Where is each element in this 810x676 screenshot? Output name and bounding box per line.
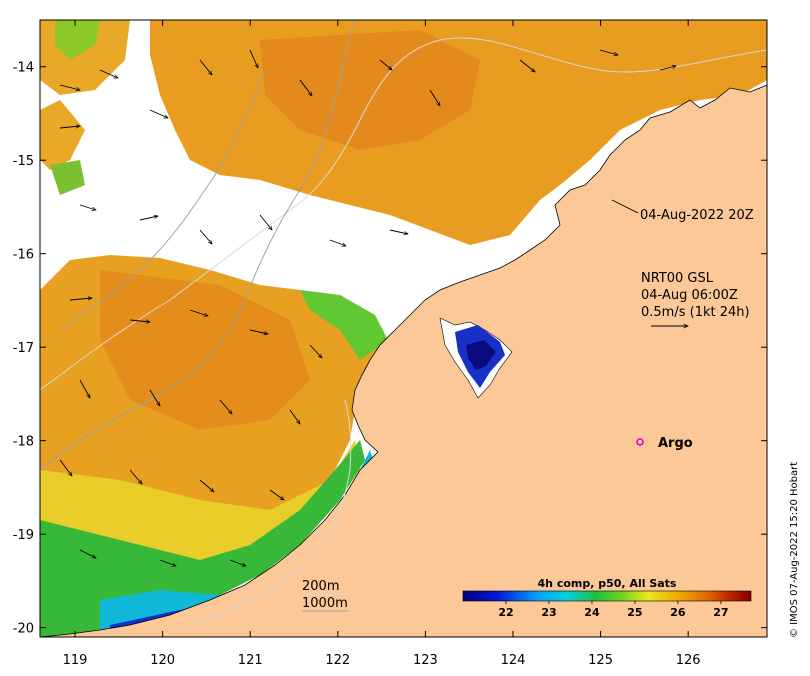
colorbar: 4h comp, p50, All Sats 22 23 24 25 26 27 — [456, 574, 758, 624]
current-arrow — [379, 59, 392, 70]
current-arrow — [219, 399, 232, 414]
sst-patch-north-warm — [260, 30, 480, 150]
arrow-scale-label: 0.5m/s (1kt 24h) — [641, 305, 750, 320]
lat-tick-label: -16 — [13, 248, 34, 263]
current-arrow — [159, 559, 176, 566]
current-arrow — [519, 59, 535, 72]
sst-patch-nw-green — [55, 20, 100, 60]
current-time-label: 04-Aug 06:00Z — [641, 288, 738, 303]
current-arrow — [199, 59, 212, 75]
lon-tick-label: 126 — [676, 653, 701, 668]
colorbar-tick-label: 25 — [627, 606, 642, 619]
lon-tick-label: 123 — [413, 653, 438, 668]
current-arrow — [79, 204, 96, 210]
lat-tick-label: -17 — [13, 341, 34, 356]
current-arrow — [289, 409, 300, 424]
sst-field — [40, 20, 767, 637]
contour-1000m-west — [59, 69, 266, 331]
current-arrow — [69, 298, 92, 300]
colorbar-tick-label: 27 — [713, 606, 728, 619]
lat-tick-label: -18 — [13, 435, 34, 450]
lon-tick-label: 121 — [238, 653, 263, 668]
current-arrow — [199, 479, 214, 492]
current-arrow — [189, 309, 208, 316]
current-arrow — [149, 109, 168, 119]
sst-patch-bay-core — [466, 340, 496, 370]
contour-200m — [40, 37, 767, 391]
current-arrow — [269, 489, 284, 500]
lon-tick-label: 120 — [150, 653, 175, 668]
colorbar-gradient — [462, 590, 752, 602]
colorbar-ticks: 22 23 24 25 26 27 — [498, 601, 729, 619]
colorbar-tick-label: 24 — [584, 606, 600, 619]
colorbar-tick-label: 22 — [498, 606, 513, 619]
plot-frame — [39, 19, 768, 638]
current-arrow — [249, 329, 268, 334]
current-arrow — [329, 239, 346, 246]
lon-tick-label: 124 — [501, 653, 526, 668]
current-arrow — [299, 79, 312, 96]
current-arrow — [599, 49, 618, 55]
current-arrow — [129, 320, 150, 322]
contour-200-label: 200m — [302, 579, 339, 594]
current-arrow — [79, 549, 96, 559]
current-arrow — [259, 214, 272, 230]
current-vectors — [59, 49, 676, 566]
lon-tick-label: 119 — [63, 653, 88, 668]
current-arrow — [429, 89, 440, 106]
current-arrow — [59, 126, 80, 128]
current-arrow — [389, 229, 408, 234]
credit-label: © IMOS 07-Aug-2022 15:20 Hobart — [789, 462, 800, 638]
lat-tick-label: -20 — [13, 622, 34, 637]
current-arrow — [59, 459, 72, 476]
sst-patch-south-green — [40, 440, 365, 637]
current-arrow — [79, 379, 90, 398]
argo-label: Argo — [658, 436, 693, 451]
lat-tick-label: -15 — [13, 154, 34, 169]
lon-tick-label: 122 — [325, 653, 350, 668]
contour-1000m — [40, 20, 356, 471]
colorbar-title: 4h comp, p50, All Sats — [538, 577, 677, 590]
current-arrow — [149, 389, 160, 406]
land-mass — [40, 84, 767, 637]
lon-tick-label: 125 — [588, 653, 613, 668]
colorbar-tick-label: 26 — [670, 606, 686, 619]
current-arrow — [129, 469, 142, 484]
contours — [40, 20, 767, 631]
current-source-label: NRT00 GSL — [641, 271, 714, 286]
sst-patch-coastal-green — [300, 290, 388, 360]
contour-200m-inner — [179, 399, 352, 631]
current-arrow — [99, 69, 118, 79]
current-arrow — [309, 344, 322, 358]
timestamp-leader — [611, 199, 639, 214]
sst-patch-west-green — [50, 160, 85, 195]
current-arrow — [139, 216, 158, 221]
axis-ticks: 119 120 121 122 123 124 125 126 -14 -15 -16 -17 -18 -… — [13, 20, 767, 668]
lat-tick-label: -19 — [13, 528, 34, 543]
sst-patch-south-warm — [100, 270, 310, 430]
colorbar-tick-label: 23 — [541, 606, 556, 619]
timestamp-label: 04-Aug-2022 20Z — [640, 208, 754, 223]
current-arrow — [229, 559, 246, 566]
lat-tick-label: -14 — [13, 61, 34, 76]
current-arrow — [659, 66, 676, 71]
current-arrow — [249, 49, 259, 68]
current-arrow — [199, 229, 212, 244]
sst-patch-west-strip — [40, 100, 85, 170]
argo-marker[interactable] — [636, 438, 644, 446]
current-arrow — [59, 84, 80, 90]
contour-1000-label: 1000m — [302, 596, 348, 611]
